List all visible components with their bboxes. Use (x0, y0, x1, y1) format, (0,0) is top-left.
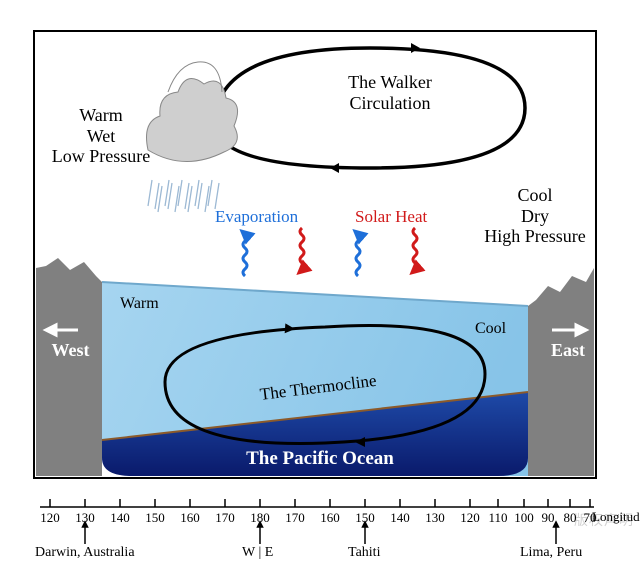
cool-label: Cool (475, 320, 506, 338)
axis-tick: 170 (213, 510, 237, 526)
axis-tick: 100 (512, 510, 536, 526)
loc-darwin: Darwin, Australia (35, 545, 135, 561)
axis-tick: 170 (283, 510, 307, 526)
east-label: East (543, 340, 593, 361)
axis-tick: 180 (248, 510, 272, 526)
axis-tick: 160 (178, 510, 202, 526)
axis-tick: 130 (73, 510, 97, 526)
axis-tick: 160 (318, 510, 342, 526)
axis-tick: 70 (578, 510, 602, 526)
axis-tick: 140 (108, 510, 132, 526)
cool-dry-high-pressure: Cool Dry High Pressure (475, 185, 595, 247)
warm-wet-low-pressure: Warm Wet Low Pressure (46, 105, 156, 167)
axis-tick: 150 (353, 510, 377, 526)
warm-label: Warm (120, 295, 159, 313)
loc-lima: Lima, Peru (520, 545, 582, 561)
loc-we: W | E (242, 545, 273, 561)
axis-tick: 120 (458, 510, 482, 526)
axis-tick: 120 (38, 510, 62, 526)
loc-tahiti: Tahiti (348, 545, 380, 561)
axis-tick: 130 (423, 510, 447, 526)
ocean-name: The Pacific Ocean (210, 448, 430, 470)
axis-tick: 150 (143, 510, 167, 526)
west-label: West (43, 340, 98, 361)
evaporation-label: Evaporation (215, 207, 298, 227)
walker-title: The Walker Circulation (300, 72, 480, 113)
axis-tick: 140 (388, 510, 412, 526)
solar-heat-label: Solar Heat (355, 207, 427, 227)
axis-tick: 90 (536, 510, 560, 526)
axis-tick: 110 (486, 510, 510, 526)
